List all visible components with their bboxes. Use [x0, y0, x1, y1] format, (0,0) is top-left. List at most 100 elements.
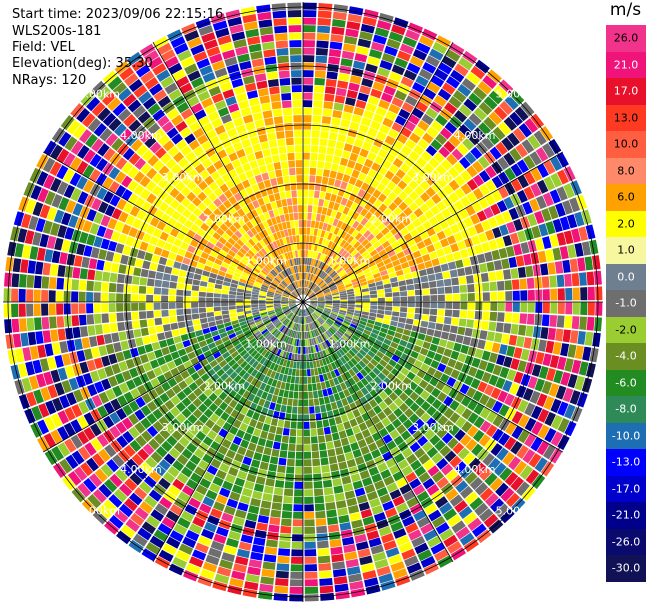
range-gate	[265, 235, 272, 244]
range-gate	[182, 257, 191, 265]
range-gate	[277, 313, 285, 319]
range-gate	[377, 305, 385, 311]
range-gate	[264, 416, 272, 425]
range-gate	[81, 337, 91, 349]
range-gate	[395, 502, 409, 514]
range-gate	[256, 80, 268, 90]
range-gate	[145, 224, 156, 235]
range-gate	[279, 238, 285, 246]
range-gate	[238, 261, 247, 269]
range-gate	[248, 347, 256, 355]
range-gate	[269, 225, 276, 234]
range-gate	[355, 298, 363, 302]
range-gate	[176, 282, 185, 290]
range-gate	[281, 302, 289, 305]
range-gate	[107, 240, 118, 252]
range-gate	[70, 419, 83, 433]
azimuth-spoke	[302, 41, 454, 303]
range-gate	[153, 529, 168, 542]
range-gate	[350, 277, 359, 283]
range-gate	[359, 320, 367, 326]
range-gate	[154, 349, 163, 359]
range-gate	[149, 359, 160, 369]
range-gate	[422, 288, 430, 295]
range-gate	[465, 275, 474, 284]
range-gate	[370, 120, 381, 131]
range-gate	[474, 348, 484, 359]
range-gate	[194, 542, 209, 554]
range-gate	[140, 417, 152, 430]
range-gate	[189, 259, 198, 268]
range-gate	[303, 55, 315, 63]
range-gate	[43, 416, 56, 432]
range-gate	[522, 388, 534, 402]
range-gate	[192, 186, 202, 196]
range-gate	[225, 96, 237, 106]
range-gate	[273, 387, 280, 396]
range-gate	[251, 309, 259, 313]
range-gate	[278, 540, 291, 549]
range-gate	[216, 343, 226, 351]
range-gate	[342, 335, 350, 342]
range-gate	[418, 68, 433, 81]
range-gate	[520, 241, 530, 254]
range-gate	[342, 536, 355, 546]
range-gate	[363, 342, 372, 350]
range-gate	[267, 432, 275, 441]
range-gate	[335, 590, 350, 600]
range-gate	[438, 338, 448, 348]
range-gate	[332, 296, 340, 299]
range-gate	[206, 287, 215, 293]
range-gate	[496, 200, 508, 213]
range-gate	[347, 257, 355, 264]
range-gate	[401, 334, 410, 342]
range-gate	[408, 202, 419, 212]
range-gate	[253, 316, 261, 321]
range-gate	[96, 433, 109, 448]
range-gate	[257, 87, 269, 97]
range-gate	[250, 104, 262, 114]
range-gate	[199, 280, 208, 287]
range-gate	[235, 182, 245, 192]
range-gate	[327, 232, 333, 241]
range-gate	[291, 306, 298, 312]
range-gate	[331, 344, 338, 352]
range-gate	[73, 255, 83, 267]
range-gate	[251, 386, 259, 396]
range-gate	[531, 225, 542, 239]
range-gate	[144, 343, 154, 353]
range-gate	[215, 319, 224, 326]
range-gate	[332, 298, 340, 301]
range-gate	[20, 259, 29, 273]
range-gate	[331, 292, 340, 296]
range-gate	[324, 434, 333, 443]
range-gate	[548, 383, 560, 397]
range-gate	[276, 176, 284, 185]
range-gate	[237, 446, 247, 456]
range-gate	[459, 310, 468, 319]
range-gate	[328, 328, 335, 335]
range-gate	[335, 500, 347, 509]
range-gate	[317, 295, 325, 299]
range-gate	[270, 250, 277, 258]
range-gate	[213, 297, 221, 302]
range-gate	[215, 27, 230, 39]
range-gate	[241, 138, 252, 148]
range-gate	[320, 381, 327, 390]
range-gate	[338, 126, 349, 136]
range-gate	[245, 344, 253, 352]
range-gate	[50, 413, 63, 428]
range-gate	[291, 549, 303, 557]
range-gate	[335, 245, 342, 254]
range-gate	[242, 381, 250, 390]
range-gate	[450, 69, 465, 83]
range-gate	[47, 384, 58, 399]
range-gate	[321, 176, 329, 185]
range-gate	[212, 263, 221, 270]
range-gate	[81, 113, 96, 128]
range-gate	[297, 316, 300, 324]
range-gate	[466, 319, 474, 328]
range-gate	[407, 307, 415, 313]
range-gate	[577, 331, 586, 345]
range-gate	[175, 76, 190, 88]
